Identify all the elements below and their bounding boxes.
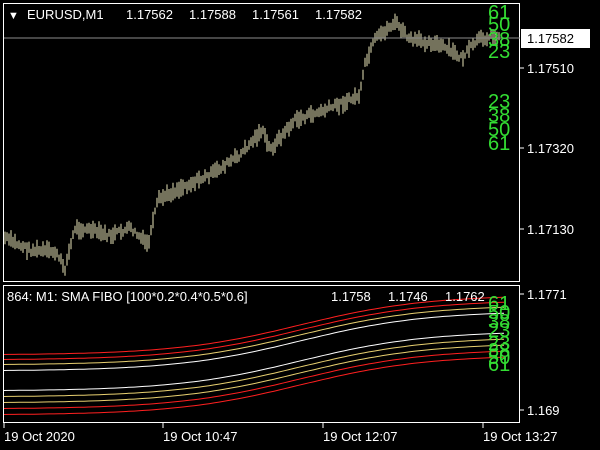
price-scale-label: 1.17130 xyxy=(527,222,574,237)
indicator-value: 1.1758 xyxy=(331,289,371,304)
fib-label: 61 xyxy=(488,293,510,315)
symbol-header: EURUSD,M1 xyxy=(27,7,104,22)
indicator-value: 1.1746 xyxy=(388,289,428,304)
fib-label: 61 xyxy=(488,2,510,24)
current-price-box xyxy=(521,29,590,48)
indicator-title: 864: M1: SMA FIBO [100*0.2*0.4*0.5*0.6] xyxy=(7,289,248,304)
fib-label: 61 xyxy=(488,133,510,155)
fib-label: 50 xyxy=(488,119,510,141)
ohlc-high: 1.17588 xyxy=(189,7,236,22)
price-scale-label: 1.17510 xyxy=(527,61,574,76)
fib-label: 50 xyxy=(488,14,510,36)
current-price-label: 1.17582 xyxy=(527,31,574,46)
band-line xyxy=(3,332,505,391)
time-axis-label: 19 Oct 10:47 xyxy=(163,429,237,444)
ohlc-close: 1.17582 xyxy=(315,7,362,22)
fib-label: 50 xyxy=(488,302,510,324)
indicator-value: 1.1762 xyxy=(445,289,485,304)
band-line xyxy=(3,356,505,415)
indicator-panel-frame xyxy=(3,285,520,423)
indicator-scale-label: 1.1771 xyxy=(527,287,567,302)
fib-label: 23 xyxy=(488,320,510,342)
fib-label: 23 xyxy=(488,333,510,355)
fib-label: 38 xyxy=(488,340,510,362)
ohlc-low: 1.17561 xyxy=(252,7,299,22)
fib-label: 23 xyxy=(488,41,510,63)
band-line xyxy=(3,306,505,365)
band-line xyxy=(3,344,505,403)
time-axis-label: 19 Oct 13:27 xyxy=(483,429,557,444)
band-line xyxy=(3,350,505,409)
price-scale-label: 1.17320 xyxy=(527,141,574,156)
menu-triangle-icon[interactable]: ▼ xyxy=(8,10,19,22)
fib-label: 50 xyxy=(488,347,510,369)
fib-label: 38 xyxy=(488,29,510,51)
indicator-scale-label: 1.169 xyxy=(527,403,560,418)
band-line xyxy=(3,301,505,360)
fib-label: 23 xyxy=(488,91,510,113)
fib-label: 61 xyxy=(488,354,510,376)
fib-label: 38 xyxy=(488,311,510,333)
ohlc-open: 1.17562 xyxy=(126,7,173,22)
band-line xyxy=(3,338,505,397)
candlestick-series[interactable] xyxy=(4,13,500,276)
time-axis-label: 19 Oct 12:07 xyxy=(323,429,397,444)
price-panel-frame xyxy=(3,3,520,282)
band-line xyxy=(3,312,505,371)
band-line xyxy=(3,296,505,355)
time-axis-label: 19 Oct 2020 xyxy=(4,429,75,444)
fib-label: 38 xyxy=(488,105,510,127)
sma-fibo-bands xyxy=(3,296,505,415)
